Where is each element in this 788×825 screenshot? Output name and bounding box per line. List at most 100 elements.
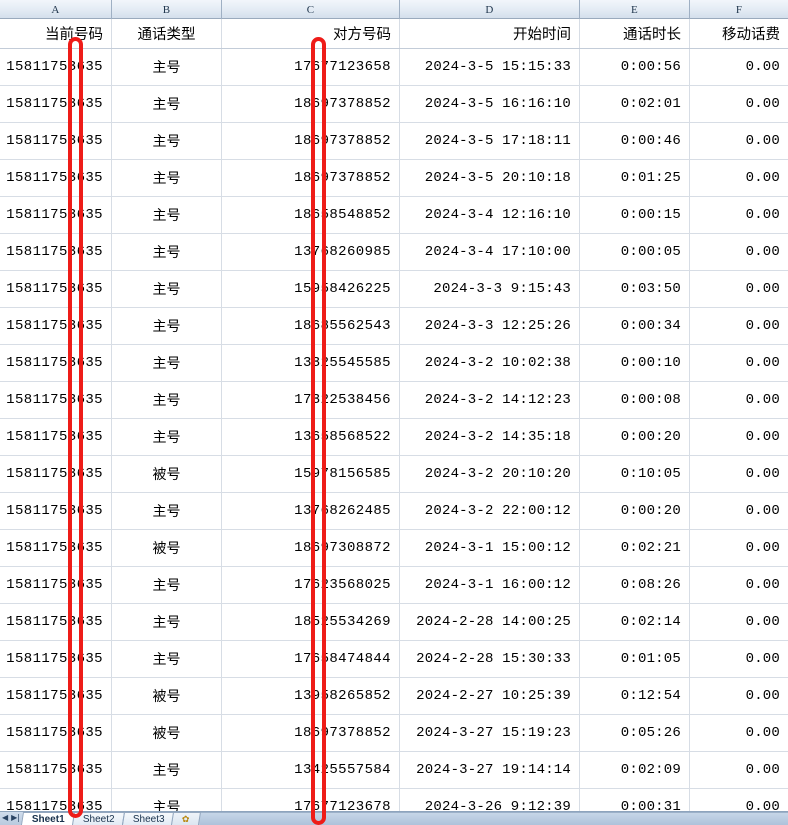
cell-duration[interactable]: 0:10:05 xyxy=(580,456,690,492)
table-row[interactable]: 15811753635 主号 13768262485 2024-3-2 22:00:1… xyxy=(0,493,788,530)
cell-duration[interactable]: 0:00:20 xyxy=(580,419,690,455)
cell-start-time[interactable]: 2024-3-3 12:25:26 xyxy=(400,308,580,344)
cell-duration[interactable]: 0:00:31 xyxy=(580,789,690,811)
cell-call-type[interactable]: 主号 xyxy=(112,234,222,270)
sheet-tab-sheet1[interactable]: Sheet1 xyxy=(20,812,75,825)
cell-call-type[interactable]: 被号 xyxy=(112,678,222,714)
cell-current-number[interactable]: 15811753635 xyxy=(0,530,112,566)
cell-start-time[interactable]: 2024-3-3 9:15:43 xyxy=(400,271,580,307)
add-sheet-button[interactable]: ✿ xyxy=(171,812,201,825)
table-row[interactable]: 15811753635 主号 13768260985 2024-3-4 17:10:0… xyxy=(0,234,788,271)
cell-call-type[interactable]: 被号 xyxy=(112,715,222,751)
cell-call-type[interactable]: 主号 xyxy=(112,641,222,677)
cell-call-type[interactable]: 主号 xyxy=(112,345,222,381)
cell-current-number[interactable]: 15811753635 xyxy=(0,197,112,233)
cell-duration[interactable]: 0:02:21 xyxy=(580,530,690,566)
field-header-charge[interactable]: 移动话费 xyxy=(722,27,780,43)
cell-current-number[interactable]: 15811753635 xyxy=(0,678,112,714)
cell-other-number[interactable]: 17658474844 xyxy=(222,641,400,677)
table-row[interactable]: 15811753635 主号 18525534269 2024-2-28 14:00:… xyxy=(0,604,788,641)
cell-duration[interactable]: 0:00:20 xyxy=(580,493,690,529)
cell-other-number[interactable]: 18658548852 xyxy=(222,197,400,233)
cell-current-number[interactable]: 15811753635 xyxy=(0,160,112,196)
cell-other-number[interactable]: 18697308872 xyxy=(222,530,400,566)
cell-call-type[interactable]: 主号 xyxy=(112,752,222,788)
table-row[interactable]: 15811753635 被号 13958265852 2024-2-27 10:25:… xyxy=(0,678,788,715)
cell-start-time[interactable]: 2024-3-1 16:00:12 xyxy=(400,567,580,603)
table-row[interactable]: 15811753635 主号 13425557584 2024-3-27 19:14:… xyxy=(0,752,788,789)
cell-other-number[interactable]: 13658568522 xyxy=(222,419,400,455)
cell-call-type[interactable]: 主号 xyxy=(112,123,222,159)
cell-other-number[interactable]: 15978156585 xyxy=(222,456,400,492)
cell-start-time[interactable]: 2024-3-4 12:16:10 xyxy=(400,197,580,233)
table-row[interactable]: 15811753635 主号 15958426225 2024-3-3 9:15:43… xyxy=(0,271,788,308)
cell-duration[interactable]: 0:00:05 xyxy=(580,234,690,270)
cell-call-type[interactable]: 被号 xyxy=(112,530,222,566)
cell-current-number[interactable]: 15811753635 xyxy=(0,604,112,640)
table-row[interactable]: 15811753635 主号 17322538456 2024-3-2 14:12:2… xyxy=(0,382,788,419)
cell-charge[interactable]: 0.00 xyxy=(745,614,780,630)
cell-start-time[interactable]: 2024-3-5 15:15:33 xyxy=(400,49,580,85)
cell-other-number[interactable]: 18685562543 xyxy=(222,308,400,344)
cell-start-time[interactable]: 2024-3-2 10:02:38 xyxy=(400,345,580,381)
cell-current-number[interactable]: 15811753635 xyxy=(0,715,112,751)
cell-duration[interactable]: 0:02:09 xyxy=(580,752,690,788)
cell-current-number[interactable]: 15811753635 xyxy=(0,456,112,492)
cell-current-number[interactable]: 15811753635 xyxy=(0,419,112,455)
cell-duration[interactable]: 0:02:14 xyxy=(580,604,690,640)
cell-current-number[interactable]: 15811753635 xyxy=(0,308,112,344)
cell-charge[interactable]: 0.00 xyxy=(745,170,780,186)
sheet-tab-sheet2[interactable]: Sheet2 xyxy=(71,812,125,825)
cell-current-number[interactable]: 15811753635 xyxy=(0,86,112,122)
cell-call-type[interactable]: 主号 xyxy=(112,382,222,418)
table-row[interactable]: 15811753635 被号 18697378852 2024-3-27 15:19:… xyxy=(0,715,788,752)
cell-start-time[interactable]: 2024-3-2 22:00:12 xyxy=(400,493,580,529)
cell-start-time[interactable]: 2024-3-27 19:14:14 xyxy=(400,752,580,788)
cell-call-type[interactable]: 主号 xyxy=(112,789,222,811)
cell-charge[interactable]: 0.00 xyxy=(745,799,780,811)
table-row[interactable]: 15811753635 主号 18685562543 2024-3-3 12:25:2… xyxy=(0,308,788,345)
cell-charge[interactable]: 0.00 xyxy=(745,577,780,593)
cell-current-number[interactable]: 15811753635 xyxy=(0,382,112,418)
cell-other-number[interactable]: 17677123658 xyxy=(222,49,400,85)
cell-current-number[interactable]: 15811753635 xyxy=(0,789,112,811)
table-row[interactable]: 15811753635 主号 18697378852 2024-3-5 17:18:1… xyxy=(0,123,788,160)
cell-charge[interactable]: 0.00 xyxy=(745,392,780,408)
cell-start-time[interactable]: 2024-3-2 14:35:18 xyxy=(400,419,580,455)
cell-start-time[interactable]: 2024-3-5 16:16:10 xyxy=(400,86,580,122)
cell-current-number[interactable]: 15811753635 xyxy=(0,271,112,307)
cell-call-type[interactable]: 主号 xyxy=(112,49,222,85)
cell-current-number[interactable]: 15811753635 xyxy=(0,567,112,603)
cell-charge[interactable]: 0.00 xyxy=(745,207,780,223)
cell-other-number[interactable]: 18697378852 xyxy=(222,86,400,122)
cell-current-number[interactable]: 15811753635 xyxy=(0,493,112,529)
table-row[interactable]: 15811753635 被号 18697308872 2024-3-1 15:00:1… xyxy=(0,530,788,567)
nav-last-icon[interactable]: ▶| xyxy=(11,813,21,822)
cell-duration[interactable]: 0:00:46 xyxy=(580,123,690,159)
cell-other-number[interactable]: 18525534269 xyxy=(222,604,400,640)
cell-start-time[interactable]: 2024-3-2 20:10:20 xyxy=(400,456,580,492)
field-header-other-number[interactable]: 对方号码 xyxy=(222,19,400,48)
cell-charge[interactable]: 0.00 xyxy=(745,244,780,260)
cell-duration[interactable]: 0:00:34 xyxy=(580,308,690,344)
cell-start-time[interactable]: 2024-3-5 20:10:18 xyxy=(400,160,580,196)
cell-start-time[interactable]: 2024-3-2 14:12:23 xyxy=(400,382,580,418)
cell-duration[interactable]: 0:05:26 xyxy=(580,715,690,751)
cell-other-number[interactable]: 15958426225 xyxy=(222,271,400,307)
cell-charge[interactable]: 0.00 xyxy=(745,429,780,445)
cell-current-number[interactable]: 15811753635 xyxy=(0,641,112,677)
cell-duration[interactable]: 0:01:05 xyxy=(580,641,690,677)
table-row[interactable]: 15811753635 主号 17623568025 2024-3-1 16:00:1… xyxy=(0,567,788,604)
cell-other-number[interactable]: 17322538456 xyxy=(222,382,400,418)
cell-charge[interactable]: 0.00 xyxy=(745,651,780,667)
cell-other-number[interactable]: 13958265852 xyxy=(222,678,400,714)
cell-other-number[interactable]: 17677123678 xyxy=(222,789,400,811)
cell-call-type[interactable]: 主号 xyxy=(112,160,222,196)
table-row[interactable]: 15811753635 主号 13325545585 2024-3-2 10:02:3… xyxy=(0,345,788,382)
cell-other-number[interactable]: 18697378852 xyxy=(222,715,400,751)
cell-current-number[interactable]: 15811753635 xyxy=(0,752,112,788)
cell-charge[interactable]: 0.00 xyxy=(745,540,780,556)
cell-charge[interactable]: 0.00 xyxy=(745,318,780,334)
cell-other-number[interactable]: 18697378852 xyxy=(222,160,400,196)
cell-duration[interactable]: 0:08:26 xyxy=(580,567,690,603)
